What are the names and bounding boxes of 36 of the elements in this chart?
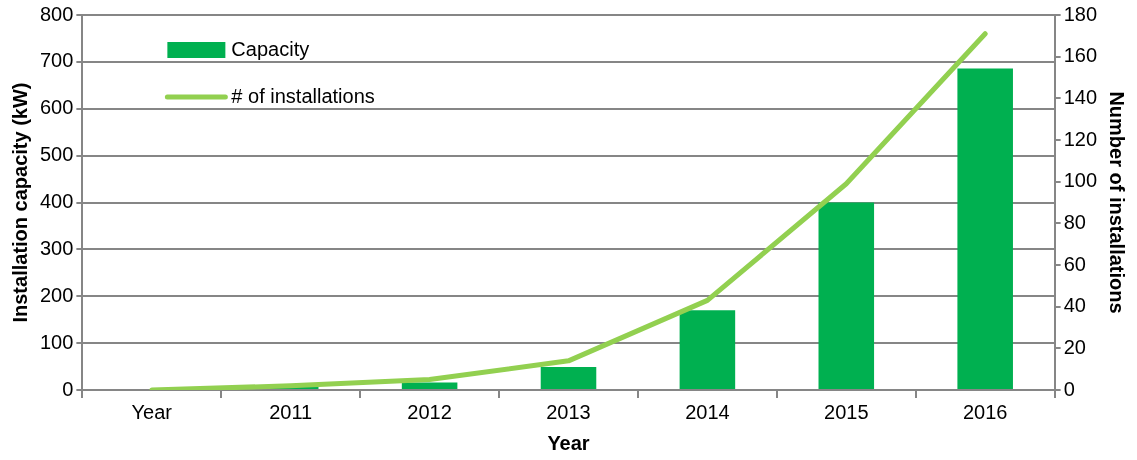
bar xyxy=(957,68,1013,389)
y-tick-label: 300 xyxy=(39,236,74,259)
y-tick-label: 500 xyxy=(39,143,74,166)
y2-tick-label: 120 xyxy=(1063,127,1098,150)
y2-tick-label: 160 xyxy=(1063,44,1098,67)
x-tick-label: Year xyxy=(131,400,173,423)
x-tick-label: 2011 xyxy=(269,400,313,423)
legend-label: Capacity xyxy=(231,37,310,60)
y2-tick-label: 0 xyxy=(1063,377,1075,400)
y-tick-label: 100 xyxy=(39,330,74,353)
legend-label: # of installations xyxy=(231,84,375,107)
y-tick-label: 800 xyxy=(39,2,74,25)
x-tick-label: 2015 xyxy=(824,400,869,423)
y2-tick-label: 40 xyxy=(1063,294,1086,317)
y2-tick-label: 180 xyxy=(1063,2,1098,25)
y2-tick-label: 100 xyxy=(1063,169,1098,192)
y-tick-label: 600 xyxy=(39,96,74,119)
x-tick-label: 2016 xyxy=(962,400,1008,423)
y2-tick-label: 20 xyxy=(1063,335,1086,358)
y2-tick-label: 60 xyxy=(1063,252,1086,275)
x-tick-label: 2013 xyxy=(546,400,591,423)
y-tick-label: 400 xyxy=(39,190,74,213)
bar xyxy=(818,202,875,389)
y2-tick-label: 140 xyxy=(1063,85,1098,108)
x-axis-title: Year xyxy=(547,431,590,454)
y2-axis-title: Number of installations xyxy=(1106,91,1129,314)
bar xyxy=(679,310,736,389)
bar xyxy=(401,382,458,389)
y2-tick-label: 80 xyxy=(1063,210,1086,233)
y-tick-label: 0 xyxy=(62,377,74,400)
y-axis-title: Installation capacity (kW) xyxy=(8,82,31,323)
y-tick-label: 700 xyxy=(39,49,74,72)
bar xyxy=(540,367,597,389)
x-tick-label: 2012 xyxy=(407,400,452,423)
x-tick-label: 2014 xyxy=(685,400,730,423)
y-tick-label: 200 xyxy=(39,283,74,306)
